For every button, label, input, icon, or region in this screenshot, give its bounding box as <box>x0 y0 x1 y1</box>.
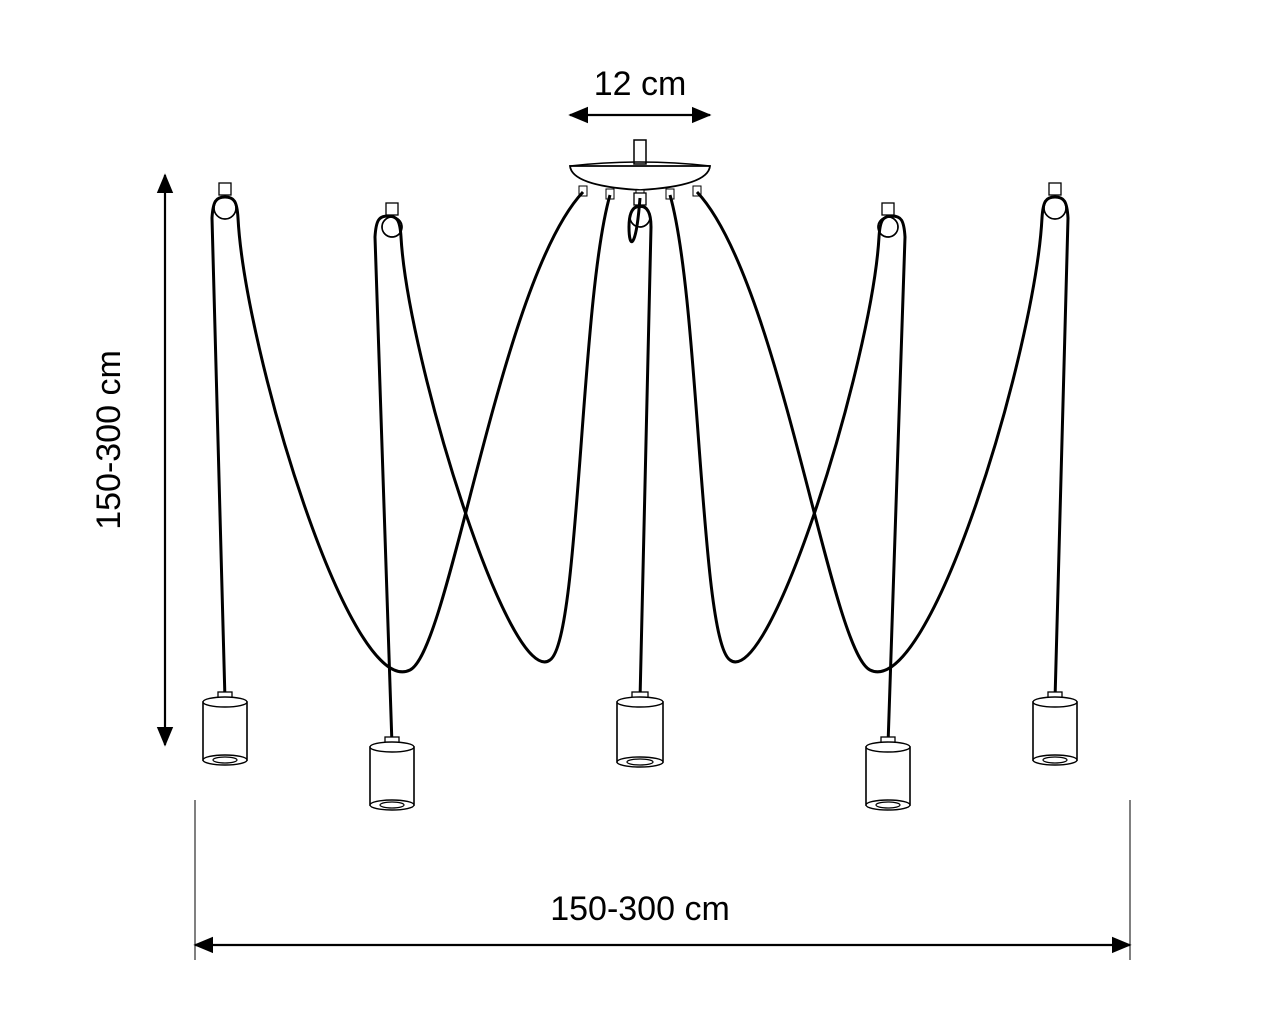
cable-1 <box>212 192 583 700</box>
pendant-lamp-diagram: 12 cm 150-300 cm 150-300 cm <box>0 0 1280 1024</box>
ceiling-canopy <box>570 140 710 200</box>
cable-4 <box>670 195 905 745</box>
height-label: 150-300 cm <box>90 350 128 530</box>
socket-4 <box>866 737 910 810</box>
cable-3 <box>629 198 651 700</box>
overall-width-label: 150-300 cm <box>550 890 730 928</box>
socket-5 <box>1033 692 1077 765</box>
cable-5 <box>697 192 1068 700</box>
cable-2 <box>375 195 610 745</box>
socket-3 <box>617 692 663 767</box>
canopy-width-label: 12 cm <box>594 65 687 103</box>
socket-1 <box>203 692 247 765</box>
socket-2 <box>370 737 414 810</box>
